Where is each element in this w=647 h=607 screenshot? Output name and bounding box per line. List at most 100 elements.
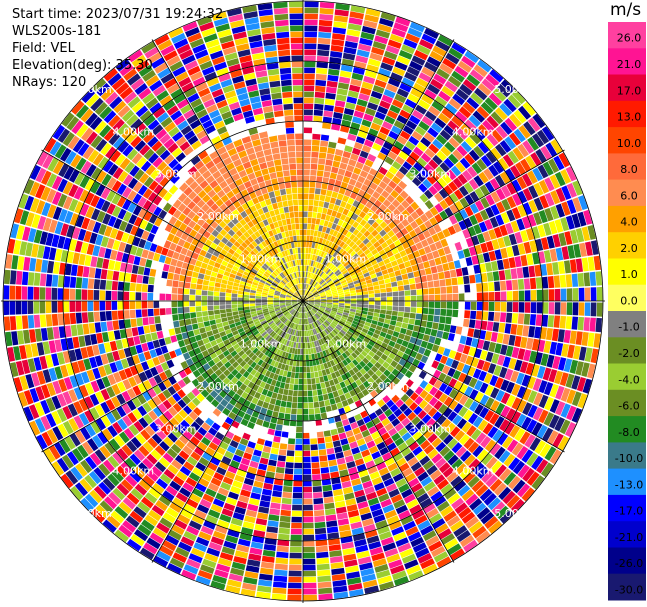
- velocity-gate: [196, 129, 207, 140]
- velocity-gate: [405, 195, 415, 205]
- velocity-gate: [145, 75, 160, 87]
- velocity-gate: [394, 270, 402, 277]
- velocity-gate: [318, 19, 333, 27]
- velocity-gate: [81, 277, 89, 289]
- velocity-gate: [269, 422, 277, 430]
- velocity-gate: [177, 287, 184, 295]
- velocity-gate: [469, 69, 484, 82]
- velocity-gate: [344, 291, 350, 295]
- velocity-gate: [288, 274, 293, 281]
- velocity-gate: [314, 521, 326, 529]
- velocity-gate: [226, 263, 234, 269]
- velocity-gate: [179, 49, 194, 60]
- velocity-gate: [246, 265, 253, 271]
- velocity-gate: [448, 47, 463, 60]
- velocity-gate: [218, 105, 230, 115]
- velocity-gate: [345, 203, 352, 211]
- velocity-gate: [236, 258, 243, 265]
- velocity-gate: [153, 184, 164, 195]
- velocity-gate: [23, 257, 31, 271]
- velocity-gate: [193, 329, 201, 336]
- velocity-gate: [240, 252, 247, 259]
- velocity-gate: [261, 100, 272, 108]
- velocity-gate: [300, 241, 303, 248]
- velocity-gate: [100, 87, 115, 101]
- velocity-gate: [464, 284, 471, 293]
- velocity-gate: [311, 218, 317, 224]
- velocity-gate: [440, 294, 447, 301]
- velocity-gate: [289, 359, 294, 366]
- velocity-gate: [348, 17, 363, 26]
- velocity-gate: [283, 270, 288, 276]
- velocity-gate: [352, 116, 363, 125]
- velocity-gate: [252, 107, 264, 116]
- velocity-gate: [322, 122, 332, 130]
- velocity-gate: [234, 37, 249, 46]
- velocity-gate: [250, 259, 257, 266]
- velocity-gate: [355, 55, 369, 64]
- velocity-gate: [254, 231, 261, 238]
- velocity-gate: [415, 282, 422, 290]
- velocity-gate: [419, 223, 428, 232]
- velocity-gate: [168, 158, 179, 169]
- velocity-gate: [337, 263, 343, 269]
- velocity-gate: [443, 157, 455, 169]
- velocity-gate: [225, 162, 235, 171]
- velocity-gate: [283, 389, 289, 396]
- velocity-gate: [284, 263, 289, 269]
- velocity-gate: [306, 271, 310, 278]
- velocity-gate: [428, 259, 436, 267]
- velocity-gate: [314, 282, 319, 288]
- velocity-gate: [364, 139, 374, 148]
- velocity-gate: [362, 268, 369, 275]
- velocity-gate: [280, 188, 287, 196]
- velocity-gate: [85, 131, 98, 145]
- velocity-gate: [391, 161, 402, 170]
- velocity-gate: [333, 185, 340, 193]
- velocity-gate: [107, 331, 115, 342]
- velocity-gate: [437, 231, 446, 240]
- velocity-gate: [418, 183, 428, 193]
- velocity-gate: [289, 212, 295, 218]
- velocity-gate: [192, 76, 206, 87]
- velocity-gate: [392, 296, 399, 301]
- velocity-gate: [67, 135, 80, 150]
- velocity-gate: [319, 264, 324, 270]
- velocity-gate: [331, 210, 338, 217]
- velocity-gate: [219, 301, 226, 305]
- velocity-gate: [385, 171, 395, 180]
- velocity-gate: [129, 282, 136, 292]
- velocity-gate: [281, 290, 287, 294]
- velocity-gate: [201, 306, 208, 312]
- velocity-gate: [270, 273, 277, 279]
- velocity-gate: [293, 205, 299, 212]
- velocity-gate: [255, 70, 268, 78]
- velocity-gate: [199, 180, 209, 189]
- velocity-gate: [41, 170, 52, 185]
- velocity-gate: [303, 241, 307, 248]
- velocity-gate: [283, 486, 293, 493]
- velocity-gate: [304, 31, 318, 38]
- velocity-gate: [266, 269, 272, 275]
- velocity-gate: [362, 206, 370, 214]
- velocity-gate: [310, 248, 315, 254]
- velocity-gate: [214, 216, 223, 225]
- velocity-gate: [310, 223, 316, 230]
- velocity-gate: [276, 287, 282, 292]
- velocity-gate: [308, 193, 315, 200]
- velocity-gate: [145, 164, 156, 176]
- velocity-gate: [479, 209, 489, 221]
- velocity-gate: [593, 255, 601, 271]
- velocity-gate: [421, 94, 434, 105]
- velocity-gate: [458, 106, 472, 119]
- velocity-gate: [294, 115, 303, 122]
- velocity-gate: [208, 310, 214, 316]
- velocity-gate: [332, 295, 339, 298]
- velocity-gate: [468, 149, 480, 162]
- velocity-gate: [247, 228, 254, 236]
- velocity-gate: [323, 490, 333, 498]
- velocity-gate: [117, 140, 130, 153]
- velocity-gate: [320, 251, 325, 258]
- velocity-gate: [108, 259, 116, 270]
- velocity-gate: [356, 224, 364, 232]
